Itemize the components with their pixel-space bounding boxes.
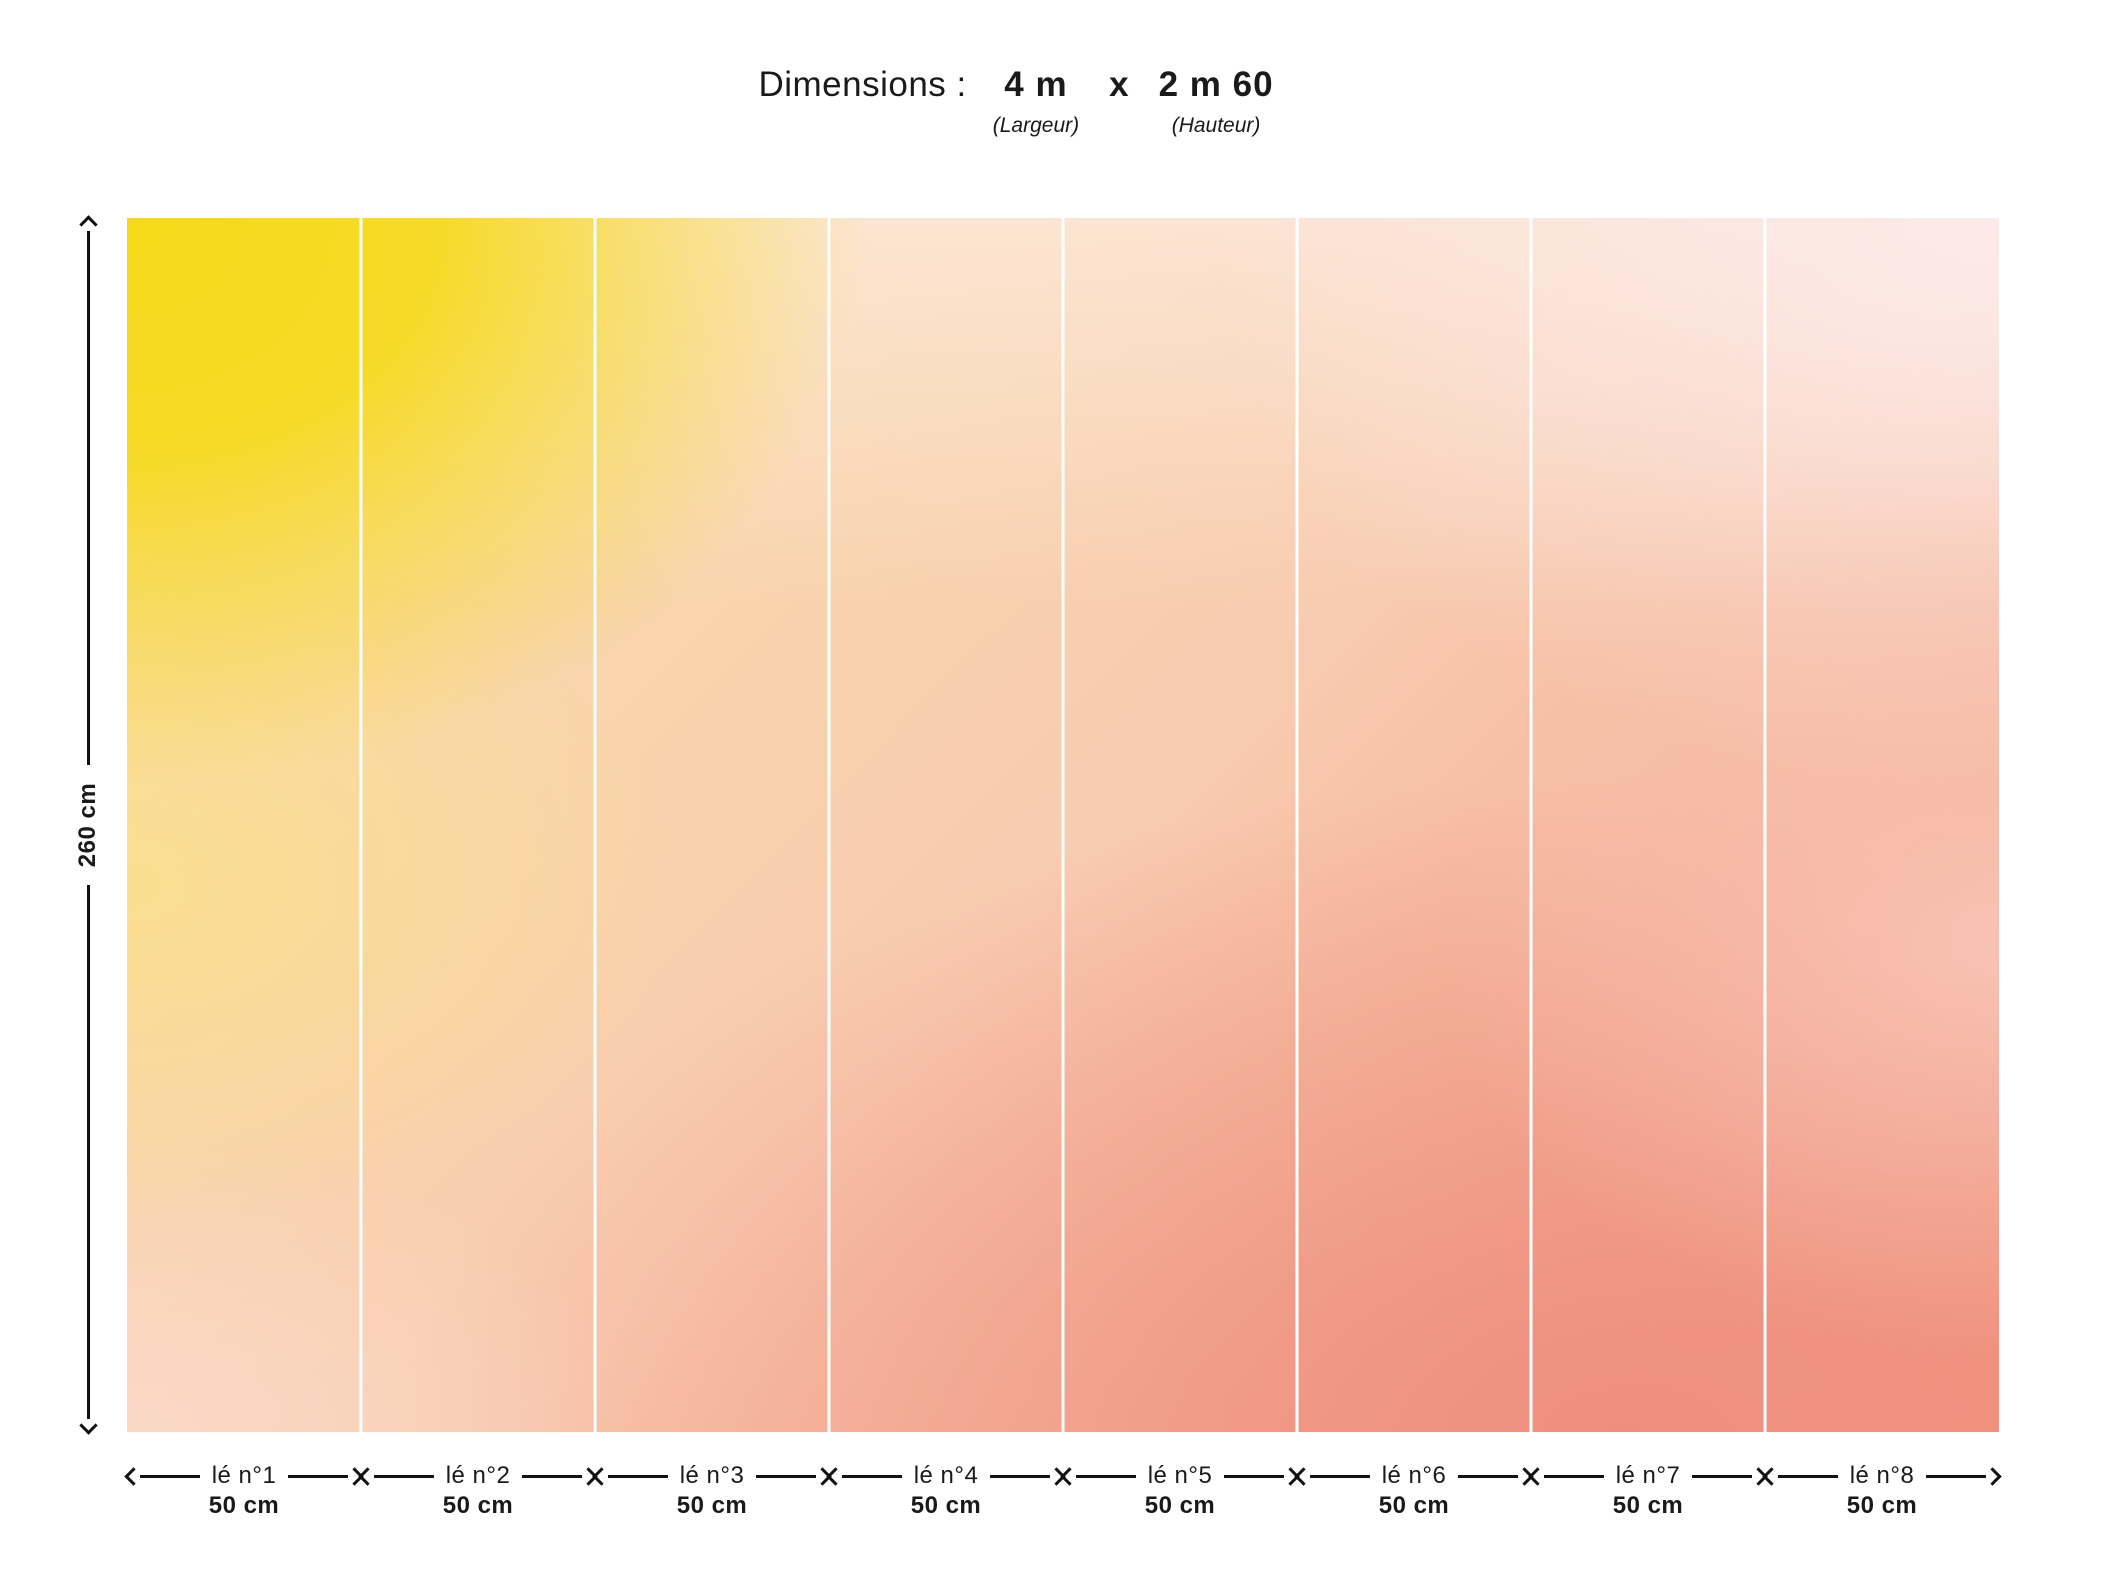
measure-line — [1926, 1474, 1987, 1478]
strip-divider — [1061, 218, 1065, 1432]
strip-arrow: lé n°1 — [124, 1461, 364, 1491]
left-arrowhead-icon — [358, 1466, 377, 1486]
strip-arrow: lé n°7 — [1528, 1461, 1768, 1491]
down-arrowhead-icon — [79, 1416, 98, 1435]
wallpaper-mural — [127, 218, 1999, 1432]
strip-arrow: lé n°8 — [1762, 1461, 2002, 1491]
measure-line — [1778, 1474, 1838, 1478]
strip-divider — [1295, 218, 1299, 1432]
strip-width-label: 50 cm — [676, 1492, 748, 1519]
left-arrowhead-icon — [124, 1466, 143, 1486]
strip-measure-2: lé n°2 50 cm — [358, 1461, 598, 1520]
left-arrowhead-icon — [1294, 1466, 1313, 1486]
left-arrowhead-icon — [1762, 1466, 1781, 1486]
left-arrowhead-icon — [592, 1466, 611, 1486]
left-arrowhead-icon — [1528, 1466, 1547, 1486]
strip-measure-5: lé n°5 50 cm — [1060, 1461, 1300, 1520]
measure-line — [1544, 1474, 1604, 1478]
dimensions-label: Dimensions : — [758, 65, 967, 104]
width-dimension-group: 4 m (Largeur) — [993, 64, 1079, 138]
height-caption: (Hauteur) — [1171, 114, 1261, 137]
height-measure: 260 cm — [72, 215, 105, 1435]
measure-line — [1458, 1474, 1519, 1478]
strip-name-label: lé n°8 — [1849, 1462, 1915, 1489]
strip-name-label: lé n°4 — [913, 1462, 979, 1489]
strip-measure-7: lé n°7 50 cm — [1528, 1461, 1768, 1520]
strip-name-label: lé n°1 — [211, 1462, 277, 1489]
left-arrowhead-icon — [1060, 1466, 1079, 1486]
height-value: 2 m 60 — [1158, 65, 1274, 104]
strip-name-label: lé n°7 — [1615, 1462, 1681, 1489]
strip-name-label: lé n°6 — [1381, 1462, 1447, 1489]
width-caption: (Largeur) — [992, 114, 1080, 137]
measure-line — [842, 1474, 902, 1478]
height-dimension-group: 2 m 60 (Hauteur) — [1159, 64, 1274, 138]
measure-line — [288, 1474, 349, 1478]
strip-arrow: lé n°6 — [1294, 1461, 1534, 1491]
strip-width-label: 50 cm — [1378, 1492, 1450, 1519]
strip-width-label: 50 cm — [208, 1492, 280, 1519]
strip-measure-8: lé n°8 50 cm — [1762, 1461, 2002, 1520]
dimensions-header-inner: Dimensions : 4 m (Largeur) x 2 m 60 (Hau… — [758, 64, 1273, 138]
times-symbol: x — [1109, 65, 1129, 104]
measure-line — [1310, 1474, 1370, 1478]
left-arrowhead-icon — [826, 1466, 845, 1486]
strip-width-label: 50 cm — [1846, 1492, 1918, 1519]
measure-line — [1692, 1474, 1753, 1478]
height-measure-label: 260 cm — [74, 782, 102, 868]
measure-line — [990, 1474, 1051, 1478]
strip-measure-4: lé n°4 50 cm — [826, 1461, 1066, 1520]
strip-measure-1: lé n°1 50 cm — [124, 1461, 364, 1520]
strip-measures-row: lé n°1 50 cm lé n°2 50 cm lé n°3 — [124, 1461, 2002, 1520]
strip-divider — [827, 218, 831, 1432]
measure-line — [608, 1474, 668, 1478]
strip-name-label: lé n°3 — [679, 1462, 745, 1489]
strip-width-label: 50 cm — [1144, 1492, 1216, 1519]
measure-line — [1224, 1474, 1285, 1478]
strip-arrow: lé n°4 — [826, 1461, 1066, 1491]
right-arrowhead-icon — [1983, 1466, 2002, 1486]
measure-line — [522, 1474, 583, 1478]
measure-line — [140, 1474, 200, 1478]
strip-measure-3: lé n°3 50 cm — [592, 1461, 832, 1520]
strip-divider — [1763, 218, 1767, 1432]
strip-width-label: 50 cm — [442, 1492, 514, 1519]
measure-line — [756, 1474, 817, 1478]
measure-line — [374, 1474, 434, 1478]
dimensions-header: Dimensions : 4 m (Largeur) x 2 m 60 (Hau… — [0, 64, 2128, 138]
strip-name-label: lé n°2 — [445, 1462, 511, 1489]
strip-width-label: 50 cm — [910, 1492, 982, 1519]
up-arrowhead-icon — [79, 215, 98, 234]
strip-divider — [359, 218, 363, 1432]
vertical-measure-line — [87, 231, 90, 765]
strip-width-label: 50 cm — [1612, 1492, 1684, 1519]
strip-measure-6: lé n°6 50 cm — [1294, 1461, 1534, 1520]
width-value: 4 m — [1004, 65, 1068, 104]
strip-arrow: lé n°2 — [358, 1461, 598, 1491]
strip-arrow: lé n°3 — [592, 1461, 832, 1491]
strip-divider — [1529, 218, 1533, 1432]
strip-arrow: lé n°5 — [1060, 1461, 1300, 1491]
strip-name-label: lé n°5 — [1147, 1462, 1213, 1489]
measure-line — [1076, 1474, 1136, 1478]
vertical-measure-line — [87, 885, 90, 1419]
height-measure-label-box: 260 cm — [46, 765, 130, 885]
strip-divider — [593, 218, 597, 1432]
